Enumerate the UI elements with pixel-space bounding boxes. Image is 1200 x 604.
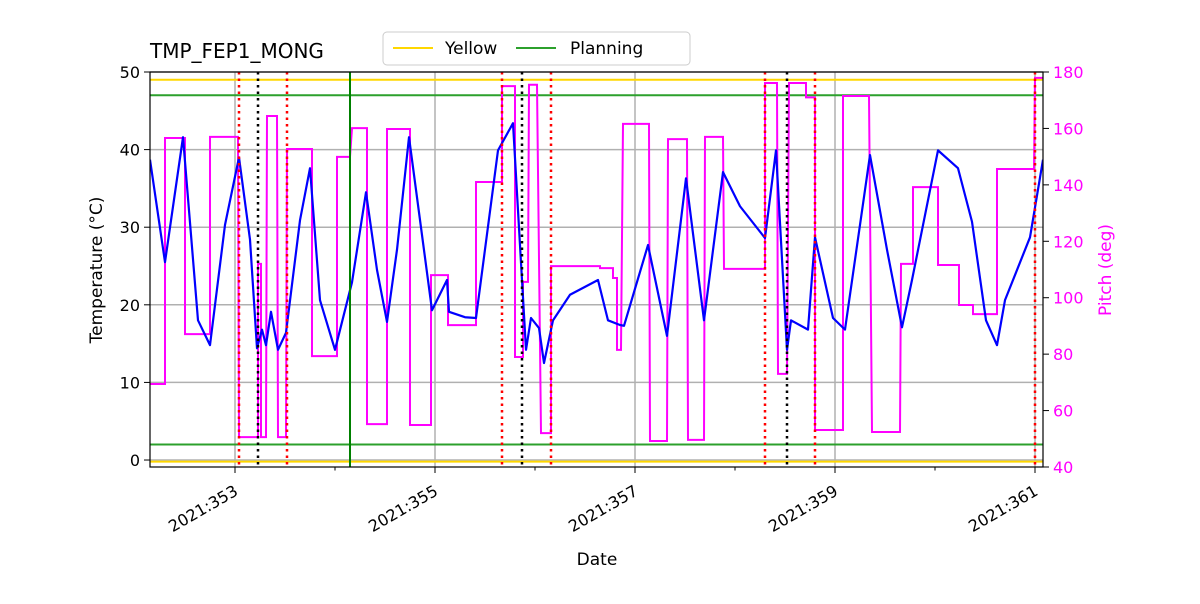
- ticks: 2021:353 2021:355 2021:357 2021:359 2021:361…: [120, 63, 1084, 536]
- y-axis-label: Temperature (°C): [87, 197, 107, 345]
- x-axis-label: Date: [577, 550, 618, 570]
- axes-frame: [149, 71, 1044, 468]
- grid: [150, 71, 1043, 467]
- y-tick-label: 20: [120, 296, 140, 315]
- plot-area: [150, 72, 1043, 467]
- y-tick-label: 30: [120, 218, 140, 237]
- y-tick-label: 10: [120, 373, 140, 392]
- y2-tick-label: 180: [1053, 63, 1084, 82]
- legend-label-yellow: Yellow: [444, 39, 497, 59]
- pitch-line: [150, 76, 1043, 443]
- x-tick-label: 2021:357: [565, 481, 641, 536]
- y2-tick-label: 80: [1053, 345, 1073, 364]
- y-tick-label: 0: [130, 451, 140, 470]
- y2-tick-label: 40: [1053, 458, 1073, 477]
- temperature-line: [150, 122, 1043, 365]
- y2-tick-label: 100: [1053, 289, 1084, 308]
- x-tick-label: 2021:353: [165, 481, 241, 536]
- x-tick-label: 2021:359: [765, 481, 841, 536]
- y2-tick-label: 140: [1053, 176, 1084, 195]
- y-tick-label: 40: [120, 141, 140, 160]
- x-tick-label: 2021:355: [365, 481, 441, 536]
- y2-tick-label: 60: [1053, 402, 1073, 421]
- y2-tick-label: 160: [1053, 119, 1084, 138]
- legend: Yellow Planning: [382, 31, 691, 66]
- y2-tick-label: 120: [1053, 232, 1084, 251]
- chart-title: TMP_FEP1_MONG: [149, 39, 324, 63]
- y2-axis-label: Pitch (deg): [1096, 224, 1116, 316]
- legend-label-planning: Planning: [570, 39, 643, 59]
- y-tick-label: 50: [120, 63, 140, 82]
- x-tick-label: 2021:361: [965, 481, 1041, 536]
